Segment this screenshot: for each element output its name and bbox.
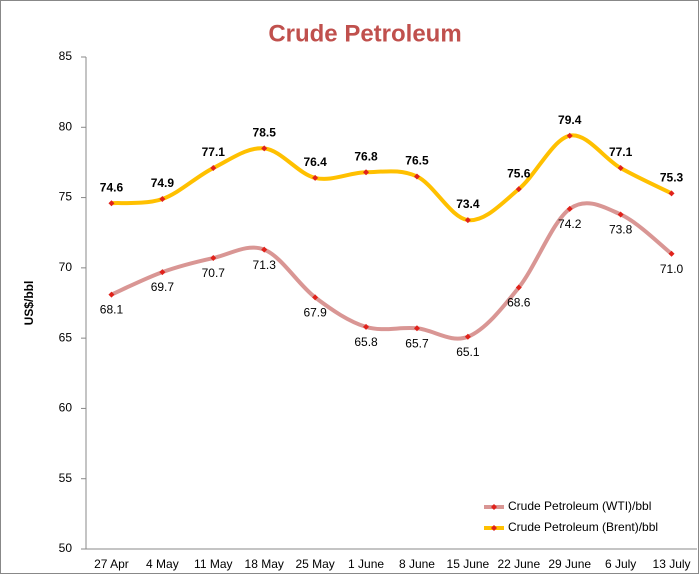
marker — [108, 291, 115, 298]
y-axis-label: US$/bbl — [22, 281, 36, 326]
data-label: 71.0 — [660, 262, 684, 276]
marker — [413, 173, 420, 180]
data-label: 73.4 — [456, 197, 480, 211]
marker — [261, 145, 268, 152]
marker — [668, 250, 675, 257]
x-tick-label: 22 June — [497, 557, 540, 571]
data-label: 71.3 — [253, 258, 277, 272]
chart-title: Crude Petroleum — [268, 20, 461, 47]
data-label: 77.1 — [202, 145, 226, 159]
data-label: 77.1 — [609, 145, 633, 159]
y-tick-label: 65 — [59, 330, 73, 344]
data-label: 70.7 — [202, 266, 226, 280]
legend-marker — [491, 525, 497, 531]
marker — [159, 269, 166, 276]
y-tick-label: 70 — [59, 260, 73, 274]
legend-label: Crude Petroleum (WTI)/bbl — [508, 499, 651, 513]
marker — [159, 195, 166, 202]
x-tick-label: 18 May — [245, 557, 284, 571]
legend-label: Crude Petroleum (Brent)/bbl — [508, 520, 658, 534]
x-tick-label: 13 July — [653, 557, 691, 571]
y-tick-label: 60 — [59, 401, 73, 415]
data-label: 73.8 — [609, 223, 633, 237]
data-label: 65.1 — [456, 345, 480, 359]
data-label: 78.5 — [253, 126, 277, 140]
data-label: 69.7 — [151, 280, 175, 294]
data-label: 74.2 — [558, 217, 582, 231]
x-tick-label: 6 July — [605, 557, 636, 571]
data-label: 75.3 — [660, 171, 684, 185]
marker — [464, 217, 471, 224]
marker — [515, 284, 522, 291]
marker — [312, 174, 319, 181]
marker — [210, 165, 217, 172]
x-tick-label: 15 June — [447, 557, 490, 571]
y-tick-label: 80 — [59, 119, 73, 133]
data-label: 67.9 — [303, 306, 327, 320]
x-tick-label: 25 May — [295, 557, 334, 571]
x-tick-label: 1 June — [348, 557, 384, 571]
x-tick-label: 4 May — [146, 557, 179, 571]
marker — [363, 323, 370, 330]
marker — [108, 200, 115, 207]
data-label: 76.8 — [354, 149, 378, 163]
marker — [617, 165, 624, 172]
marker — [566, 205, 573, 212]
y-tick-label: 55 — [59, 471, 73, 485]
marker — [464, 333, 471, 340]
marker — [261, 246, 268, 253]
data-label: 68.6 — [507, 296, 531, 310]
data-label: 65.7 — [405, 336, 429, 350]
data-label: 76.4 — [303, 155, 327, 169]
marker — [668, 190, 675, 197]
marker — [210, 255, 217, 262]
marker — [617, 211, 624, 218]
marker — [312, 294, 319, 301]
data-label: 74.9 — [151, 176, 175, 190]
marker — [515, 186, 522, 193]
data-label: 75.6 — [507, 166, 531, 180]
marker — [363, 169, 370, 176]
y-tick-label: 50 — [59, 541, 73, 555]
y-tick-label: 85 — [59, 49, 73, 63]
legend-marker — [491, 504, 497, 510]
data-label: 79.4 — [558, 113, 582, 127]
x-tick-label: 27 Apr — [94, 557, 129, 571]
x-tick-label: 8 June — [399, 557, 435, 571]
data-label: 74.6 — [100, 180, 124, 194]
data-label: 65.8 — [354, 335, 378, 349]
x-tick-label: 11 May — [194, 557, 232, 571]
data-label: 68.1 — [100, 303, 124, 317]
data-label: 76.5 — [405, 154, 429, 168]
marker — [413, 325, 420, 332]
marker — [566, 132, 573, 139]
x-tick-label: 29 June — [548, 557, 591, 571]
y-tick-label: 75 — [59, 190, 73, 204]
